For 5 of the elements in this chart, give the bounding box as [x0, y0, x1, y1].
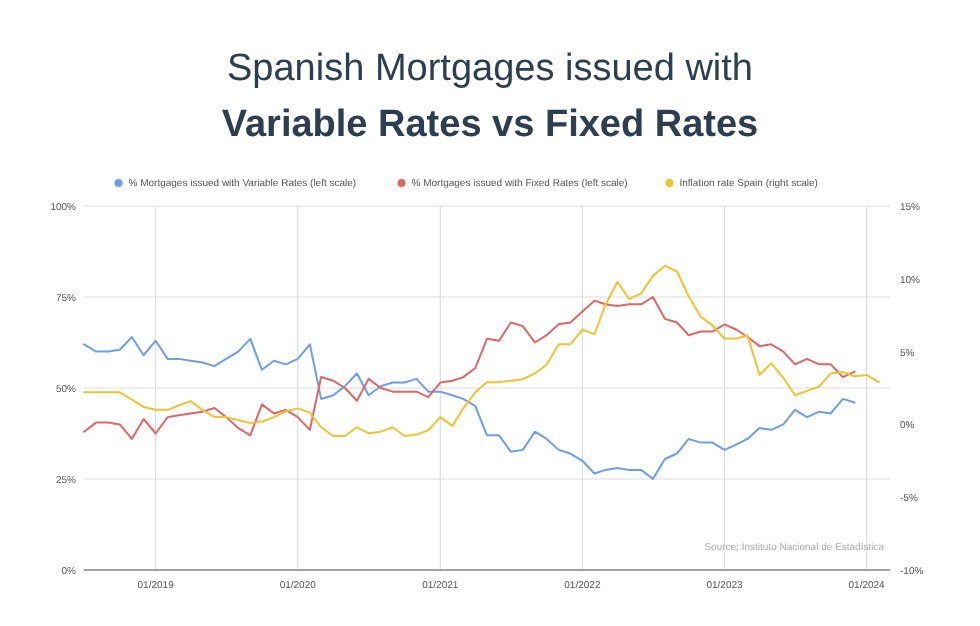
- line-series: [83, 296, 856, 440]
- chart-title: Spanish Mortgages issued with: [227, 48, 753, 90]
- line-series: [83, 264, 880, 438]
- line-series: [83, 336, 856, 480]
- chart-subtitle: Variable Rates vs Fixed Rates: [221, 104, 759, 146]
